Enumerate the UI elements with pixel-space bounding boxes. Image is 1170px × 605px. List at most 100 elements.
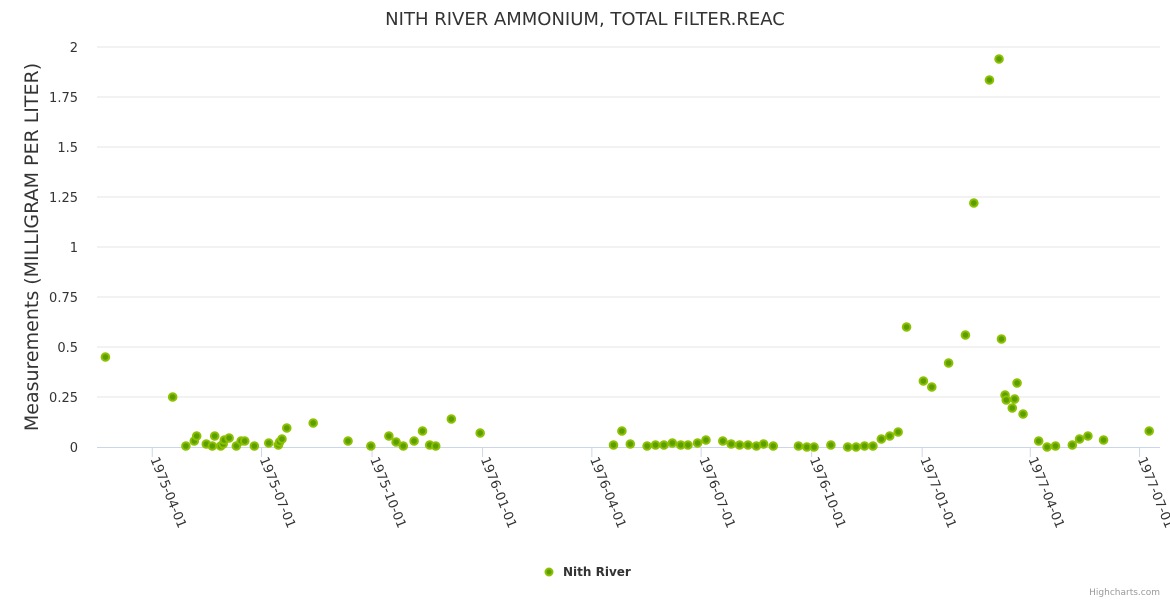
data-point[interactable] — [207, 441, 218, 451]
data-point[interactable] — [249, 441, 260, 451]
data-point[interactable] — [209, 431, 220, 441]
data-point[interactable] — [281, 423, 292, 433]
data-point[interactable] — [1007, 403, 1018, 413]
data-point[interactable] — [926, 382, 937, 392]
data-point[interactable] — [608, 440, 619, 450]
data-point[interactable] — [1009, 394, 1020, 404]
data-point[interactable] — [809, 442, 819, 452]
data-point[interactable] — [650, 440, 661, 450]
data-point[interactable] — [868, 441, 878, 451]
data-point[interactable] — [1050, 441, 1061, 451]
y-axis-title: Measurements (MILLIGRAM PER LITER) — [21, 63, 43, 431]
data-point[interactable] — [683, 440, 693, 450]
x-axis: 1975-04-01 1975-07-01 1975-10-01 1976-01-01… — [97, 447, 1170, 531]
x-tick-label: 1975-04-01 — [147, 455, 189, 531]
y-axis-ticks: 0 0.25 0.5 0.75 1 1.25 1.5 1.75 2 — [49, 41, 78, 456]
y-tick-label: 1 — [70, 241, 78, 256]
data-point[interactable] — [943, 358, 954, 368]
data-point[interactable] — [876, 434, 887, 444]
data-point[interactable] — [366, 441, 376, 451]
data-point[interactable] — [793, 441, 804, 451]
data-point[interactable] — [851, 442, 861, 452]
data-point[interactable] — [1042, 442, 1052, 452]
x-tick-label: 1976-01-01 — [477, 455, 519, 531]
y-tick-label: 0.75 — [49, 291, 78, 306]
data-point[interactable] — [984, 75, 995, 85]
data-point[interactable] — [667, 438, 678, 448]
x-tick-label: 1976-10-01 — [806, 455, 848, 531]
data-point[interactable] — [1033, 436, 1044, 446]
data-point[interactable] — [1067, 440, 1078, 450]
data-point[interactable] — [1098, 435, 1109, 445]
data-point[interactable] — [642, 441, 652, 451]
data-point[interactable] — [308, 418, 319, 428]
data-point[interactable] — [446, 414, 457, 424]
data-point[interactable] — [1144, 426, 1154, 436]
credits-link[interactable]: Highcharts.com — [1089, 588, 1160, 598]
chart-title: NITH RIVER AMMONIUM, TOTAL FILTER.REAC — [385, 9, 785, 30]
x-tick-label: 1975-07-01 — [256, 455, 298, 531]
data-point[interactable] — [994, 54, 1004, 64]
data-point[interactable] — [996, 334, 1007, 344]
data-point[interactable] — [893, 427, 903, 437]
data-point[interactable] — [1001, 395, 1012, 405]
y-tick-label: 2 — [70, 41, 78, 56]
y-tick-label: 0.5 — [57, 341, 78, 356]
x-tick-label: 1976-07-01 — [695, 455, 737, 531]
y-tick-label: 1.5 — [57, 141, 78, 156]
data-point[interactable] — [918, 376, 929, 386]
data-point[interactable] — [398, 441, 409, 451]
data-point[interactable] — [167, 392, 178, 402]
data-point[interactable] — [417, 426, 428, 436]
data-point[interactable] — [343, 436, 353, 446]
data-point[interactable] — [768, 441, 779, 451]
x-tick-label: 1977-07-01 — [1134, 455, 1170, 531]
data-point[interactable] — [1083, 431, 1093, 441]
y-tick-label: 0 — [70, 441, 78, 456]
data-point[interactable] — [726, 439, 736, 449]
data-point[interactable] — [625, 439, 636, 449]
data-point[interactable] — [617, 426, 627, 436]
y-tick-label: 1.75 — [49, 91, 78, 106]
series-nith-river[interactable] — [100, 54, 1154, 452]
data-point[interactable] — [384, 431, 394, 441]
data-point[interactable] — [1018, 409, 1028, 419]
data-point[interactable] — [1012, 378, 1022, 388]
data-point[interactable] — [430, 441, 441, 451]
data-point[interactable] — [409, 436, 419, 446]
data-point[interactable] — [224, 433, 234, 443]
data-point[interactable] — [701, 435, 711, 445]
data-point[interactable] — [960, 330, 971, 340]
data-point[interactable] — [1074, 434, 1085, 444]
legend-label: Nith River — [563, 565, 631, 579]
data-point[interactable] — [475, 428, 485, 438]
data-point[interactable] — [743, 440, 753, 450]
y-tick-label: 1.25 — [49, 191, 78, 206]
data-point[interactable] — [391, 437, 401, 447]
data-point[interactable] — [263, 438, 274, 448]
data-point[interactable] — [901, 322, 912, 332]
data-point[interactable] — [191, 431, 202, 441]
data-point[interactable] — [239, 436, 250, 446]
x-tick-label: 1977-01-01 — [916, 455, 958, 531]
data-point[interactable] — [659, 440, 669, 450]
data-point[interactable] — [826, 440, 836, 450]
data-point[interactable] — [758, 439, 769, 449]
x-tick-label: 1975-10-01 — [366, 455, 408, 531]
data-point[interactable] — [692, 438, 703, 448]
data-point[interactable] — [100, 352, 111, 362]
data-point[interactable] — [884, 431, 895, 441]
data-point[interactable] — [181, 441, 191, 451]
legend-item-nith-river[interactable]: Nith River — [544, 565, 631, 579]
data-point[interactable] — [859, 441, 870, 451]
grid-lines — [97, 46, 1160, 398]
data-point[interactable] — [717, 436, 728, 446]
data-point[interactable] — [734, 440, 745, 450]
x-tick-label: 1977-04-01 — [1025, 455, 1067, 531]
data-point[interactable] — [277, 434, 287, 444]
y-tick-label: 0.25 — [49, 391, 78, 406]
data-point[interactable] — [842, 442, 853, 452]
data-point[interactable] — [969, 198, 979, 208]
x-tick-label: 1976-04-01 — [586, 455, 628, 531]
